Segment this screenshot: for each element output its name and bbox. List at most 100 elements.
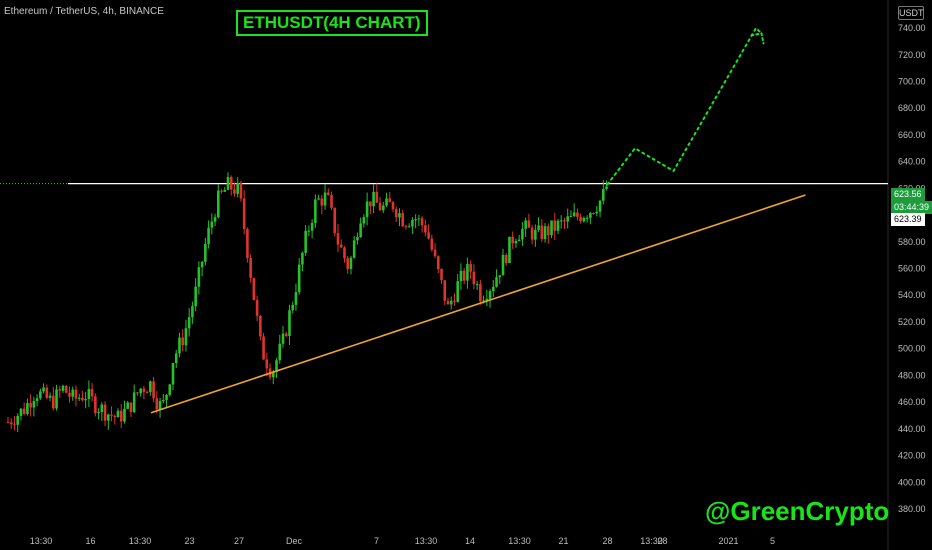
- candle-body: [145, 391, 149, 393]
- candle-body: [149, 381, 152, 393]
- candle-body: [220, 190, 223, 192]
- x-tick-label: 13:30: [508, 536, 531, 546]
- candle-body: [365, 201, 369, 218]
- candle-body: [375, 191, 379, 203]
- candle-body: [13, 424, 16, 426]
- candle-body: [553, 220, 557, 231]
- candle-body: [479, 284, 482, 302]
- candle-body: [372, 191, 375, 207]
- candle-body: [271, 371, 275, 378]
- candle-body: [508, 236, 511, 263]
- candle-body: [6, 422, 10, 424]
- candle-body: [323, 192, 327, 206]
- candle-body: [55, 389, 58, 409]
- current-price-tag: 623.56: [891, 188, 925, 201]
- candle-body: [51, 395, 55, 409]
- candle-body: [278, 343, 282, 361]
- projection-arrowhead: [750, 32, 765, 45]
- candle-body: [417, 218, 421, 220]
- candle-body: [511, 236, 515, 244]
- candle-body: [87, 389, 91, 400]
- candle-body: [498, 275, 502, 278]
- y-tick-label: 520.00: [898, 317, 926, 327]
- candle-body: [530, 227, 534, 240]
- candle-body: [466, 264, 469, 281]
- currency-button[interactable]: USDT: [898, 6, 924, 20]
- candle-body: [255, 299, 259, 316]
- candle-body: [207, 227, 210, 244]
- candle-body: [81, 397, 84, 401]
- candle-body: [433, 249, 437, 257]
- candle-body: [540, 225, 544, 240]
- candle-body: [74, 389, 78, 399]
- candle-body: [359, 223, 362, 237]
- candle-body: [152, 381, 155, 399]
- candle-body: [223, 189, 227, 192]
- candle-body: [307, 230, 311, 232]
- candle-body: [411, 220, 414, 227]
- candle-body: [398, 213, 401, 218]
- bar-countdown-tag: 03:44:39: [891, 201, 932, 214]
- candle-body: [129, 402, 133, 412]
- candle-body: [524, 220, 527, 229]
- candle-body: [45, 387, 49, 398]
- candle-body: [469, 264, 472, 272]
- candle-body: [475, 284, 479, 286]
- candle-body: [77, 397, 81, 399]
- y-tick-label: 660.00: [898, 130, 926, 140]
- support-trendline: [150, 194, 806, 414]
- candle-body: [233, 189, 236, 194]
- x-tick-label: Dec: [286, 536, 303, 546]
- candle-body: [576, 212, 579, 217]
- candle-body: [427, 232, 430, 239]
- y-tick-label: 480.00: [898, 370, 926, 380]
- candle-body: [178, 337, 181, 354]
- candle-body: [275, 360, 278, 372]
- candle-body: [19, 408, 23, 416]
- candle-body: [589, 213, 592, 218]
- candle-body: [90, 389, 94, 397]
- candle-body: [443, 280, 447, 301]
- candle-body: [9, 422, 13, 425]
- candle-body: [317, 198, 320, 200]
- candle-body: [249, 258, 252, 278]
- candle-body: [339, 244, 343, 248]
- y-tick-label: 680.00: [898, 103, 926, 113]
- x-tick-label: 13:30: [415, 536, 438, 546]
- candle-body: [569, 215, 573, 217]
- candle-body: [29, 403, 32, 408]
- candle-body: [301, 252, 304, 265]
- candle-body: [534, 229, 537, 240]
- candle-body: [246, 229, 249, 259]
- candle-body: [304, 230, 307, 253]
- candle-body: [61, 385, 65, 391]
- candle-body: [94, 396, 97, 414]
- candle-body: [459, 270, 463, 282]
- candle-body: [446, 300, 450, 305]
- candle-body: [161, 400, 165, 402]
- candle-body: [430, 238, 434, 250]
- candle-body: [126, 402, 130, 409]
- candle-body: [521, 228, 524, 240]
- candle-body: [97, 411, 100, 414]
- y-tick-label: 740.00: [898, 23, 926, 33]
- candle-body: [605, 186, 608, 190]
- x-tick-label: 7: [374, 536, 379, 546]
- candle-body: [556, 220, 560, 231]
- candle-body: [537, 225, 540, 230]
- candle-body: [48, 395, 52, 398]
- last-price-tag: 623.39: [891, 213, 925, 226]
- candle-body: [546, 226, 550, 236]
- candle-body: [194, 286, 197, 307]
- candle-body: [424, 225, 427, 233]
- candle-body: [110, 414, 113, 416]
- candle-body: [598, 200, 602, 212]
- candle-body: [242, 198, 246, 230]
- x-tick-label: 21: [558, 536, 568, 546]
- candle-body: [35, 398, 39, 402]
- candle-body: [488, 291, 492, 299]
- candle-body: [369, 201, 372, 207]
- candle-body: [362, 217, 366, 224]
- projection-path: [606, 26, 763, 186]
